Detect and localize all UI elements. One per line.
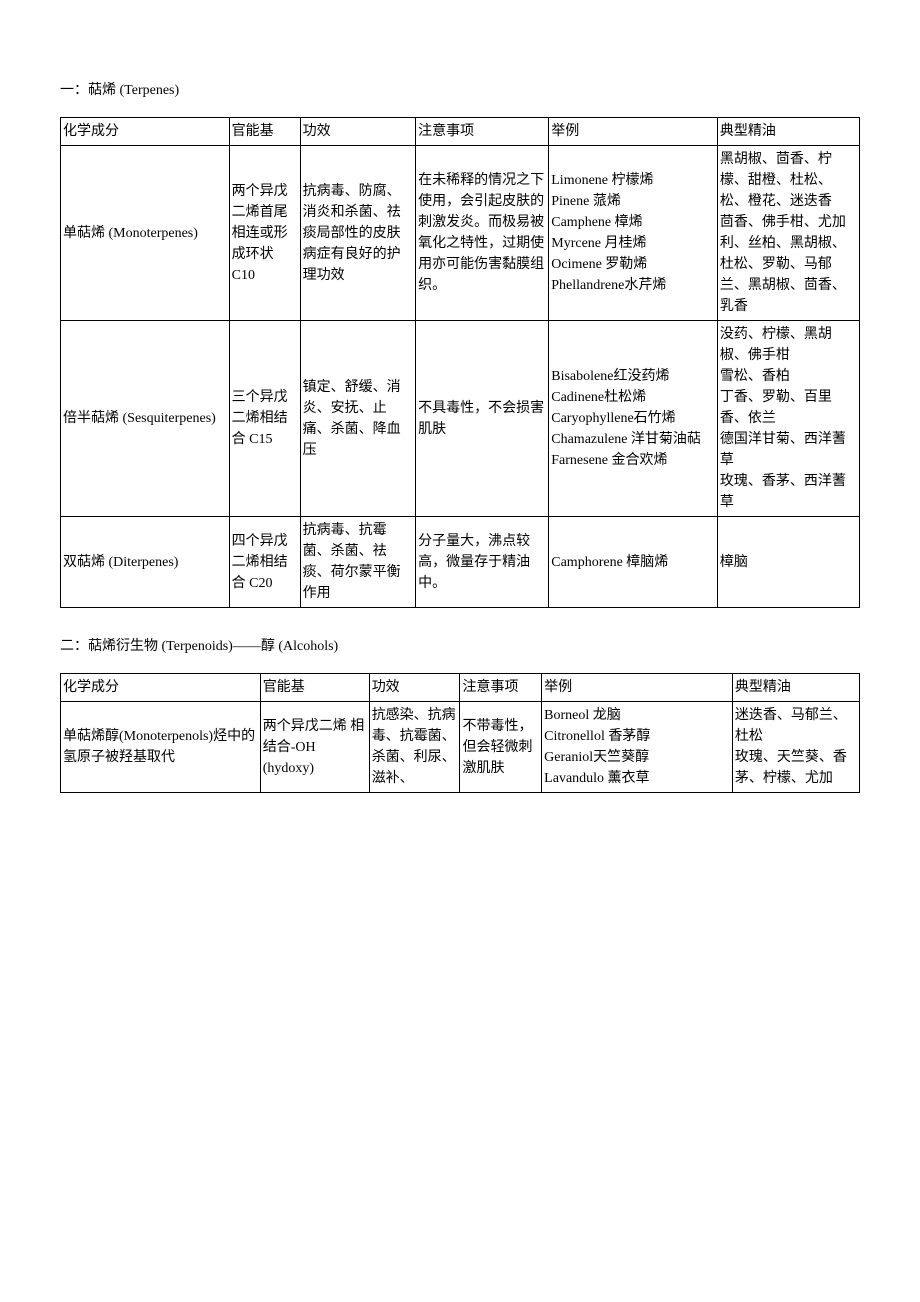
- table-cell: 两个异戊二烯首尾相连或形成环状 C10: [229, 146, 300, 321]
- table-cell: 四个异戊二烯相结合 C20: [229, 517, 300, 608]
- column-header: 化学成分: [61, 118, 230, 146]
- table-cell: 黑胡椒、茴香、柠檬、甜橙、杜松、松、橙花、迷迭香茴香、佛手柑、尤加利、丝柏、黑胡…: [717, 146, 859, 321]
- column-header: 功效: [300, 118, 415, 146]
- table-cell: 镇定、舒缓、消炎、安抚、止痛、杀菌、降血压: [300, 321, 415, 517]
- column-header: 注意事项: [460, 674, 542, 702]
- section1-title: 一：萜烯 (Terpenes): [60, 80, 860, 101]
- table-row: 倍半萜烯 (Sesquiterpenes)三个异戊二烯相结合 C15镇定、舒缓、…: [61, 321, 860, 517]
- section2-title: 二：萜烯衍生物 (Terpenoids)——醇 (Alcohols): [60, 636, 860, 657]
- table-cell: 双萜烯 (Diterpenes): [61, 517, 230, 608]
- table-cell: 在未稀释的情况之下使用，会引起皮肤的刺激发炎。而极易被氧化之特性，过期使用亦可能…: [416, 146, 549, 321]
- table-cell: 没药、柠檬、黑胡椒、佛手柑雪松、香柏丁香、罗勒、百里香、依兰德国洋甘菊、西洋蓍草…: [717, 321, 859, 517]
- column-header: 注意事项: [416, 118, 549, 146]
- table-cell: 单萜烯醇(Monoterpenols)烃中的氢原子被羟基取代: [61, 702, 261, 793]
- table-cell: Limonene 柠檬烯Pinene 蒎烯Camphene 樟烯Myrcene …: [549, 146, 718, 321]
- column-header: 典型精油: [732, 674, 859, 702]
- table-cell: 不具毒性，不会损害肌肤: [416, 321, 549, 517]
- table-row: 单萜烯醇(Monoterpenols)烃中的氢原子被羟基取代两个异戊二烯 相结合…: [61, 702, 860, 793]
- column-header: 举例: [549, 118, 718, 146]
- table-cell: Borneol 龙脑Citronellol 香茅醇Geraniol天竺葵醇Lav…: [542, 702, 733, 793]
- table-row: 单萜烯 (Monoterpenes)两个异戊二烯首尾相连或形成环状 C10抗病毒…: [61, 146, 860, 321]
- table-cell: 单萜烯 (Monoterpenes): [61, 146, 230, 321]
- table-cell: 抗感染、抗病毒、抗霉菌、杀菌、利尿、滋补、: [369, 702, 460, 793]
- table-cell: 两个异戊二烯 相结合‐OH (hydoxy): [260, 702, 369, 793]
- table-alcohols: 化学成分官能基功效注意事项举例典型精油 单萜烯醇(Monoterpenols)烃…: [60, 673, 860, 793]
- table-cell: 抗病毒、防腐、消炎和杀菌、祛痰局部性的皮肤病症有良好的护理功效: [300, 146, 415, 321]
- table-row: 双萜烯 (Diterpenes)四个异戊二烯相结合 C20抗病毒、抗霉菌、杀菌、…: [61, 517, 860, 608]
- column-header: 化学成分: [61, 674, 261, 702]
- table-terpenes: 化学成分官能基功效注意事项举例典型精油 单萜烯 (Monoterpenes)两个…: [60, 117, 860, 608]
- table-cell: Camphorene 樟脑烯: [549, 517, 718, 608]
- column-header: 典型精油: [717, 118, 859, 146]
- table-cell: 抗病毒、抗霉菌、杀菌、祛痰、荷尔蒙平衡作用: [300, 517, 415, 608]
- table-cell: Bisabolene红没药烯Cadinene杜松烯Caryophyllene石竹…: [549, 321, 718, 517]
- table-cell: 迷迭香、马郁兰、杜松玫瑰、天竺葵、香茅、柠檬、尤加: [732, 702, 859, 793]
- column-header: 官能基: [260, 674, 369, 702]
- column-header: 功效: [369, 674, 460, 702]
- table-cell: 不带毒性，但会轻微刺激肌肤: [460, 702, 542, 793]
- table-cell: 分子量大，沸点较高，微量存于精油中。: [416, 517, 549, 608]
- table-cell: 三个异戊二烯相结合 C15: [229, 321, 300, 517]
- table-cell: 倍半萜烯 (Sesquiterpenes): [61, 321, 230, 517]
- column-header: 官能基: [229, 118, 300, 146]
- column-header: 举例: [542, 674, 733, 702]
- table-cell: 樟脑: [717, 517, 859, 608]
